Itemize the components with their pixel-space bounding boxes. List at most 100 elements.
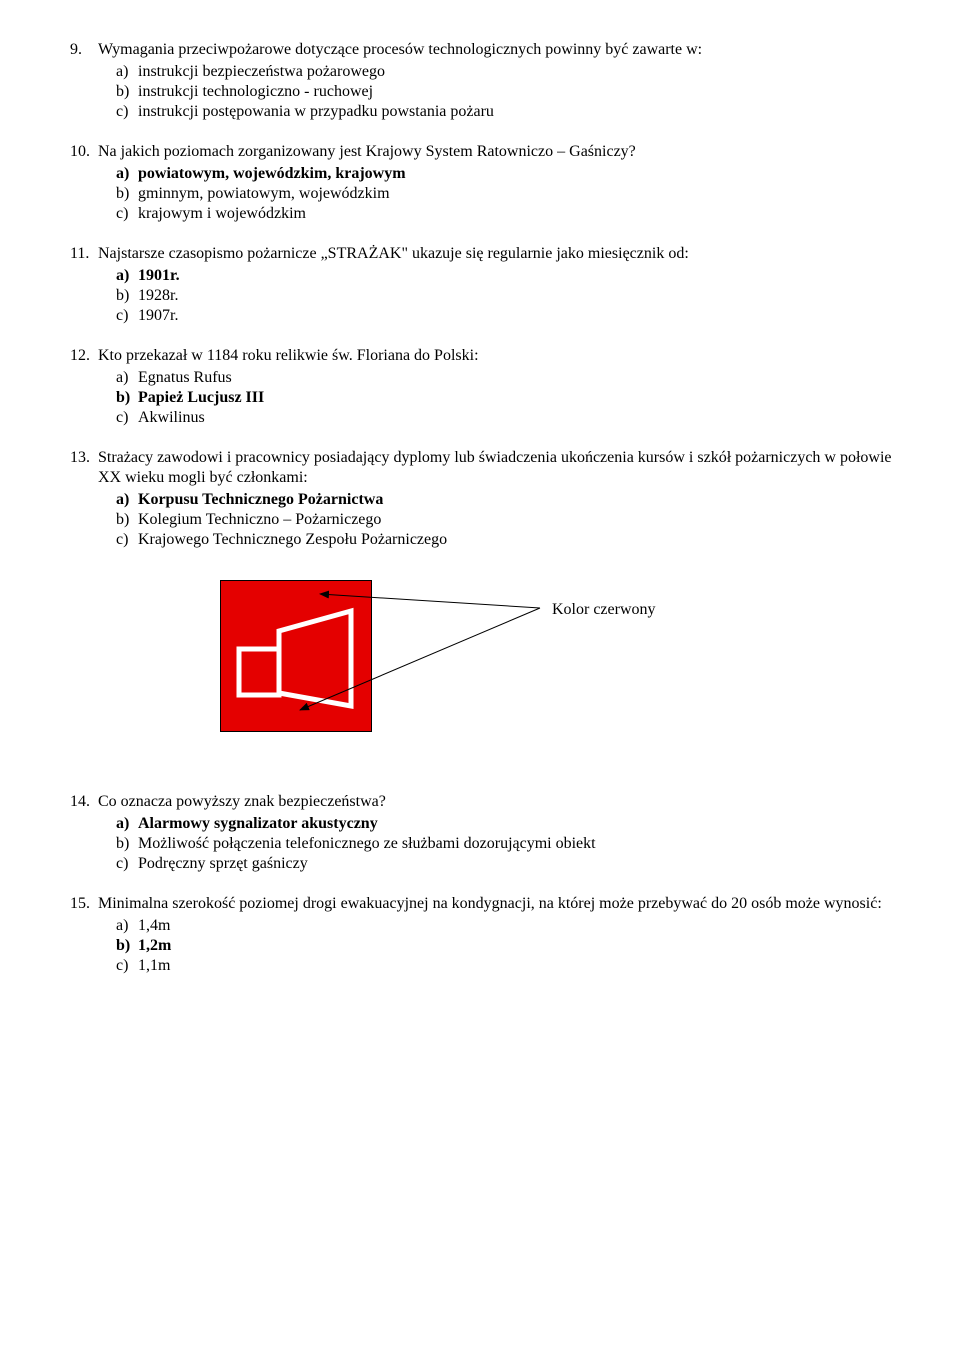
question-14-stem: Co oznacza powyższy znak bezpieczeństwa?	[98, 793, 386, 810]
question-12-body: Kto przekazał w 1184 roku relikwie św. F…	[98, 346, 900, 428]
option-text: 1,4m	[138, 916, 170, 936]
option-text: Możliwość połączenia telefonicznego ze s…	[138, 834, 596, 854]
question-11-option-b: b)1928r.	[116, 286, 900, 306]
question-11-body: Najstarsze czasopismo pożarnicze „STRAŻA…	[98, 244, 900, 326]
option-letter: a)	[116, 62, 138, 82]
option-text: instrukcji bezpieczeństwa pożarowego	[138, 62, 385, 82]
question-12-stem: Kto przekazał w 1184 roku relikwie św. F…	[98, 347, 479, 364]
option-text: Kolegium Techniczno – Pożarniczego	[138, 510, 381, 530]
option-letter: b)	[116, 286, 138, 306]
option-letter: a)	[116, 490, 138, 510]
question-13: 13. Strażacy zawodowi i pracownicy posia…	[70, 448, 900, 550]
option-letter: c)	[116, 530, 138, 550]
question-11-option-a: a)1901r.	[116, 266, 900, 286]
option-text: Papież Lucjusz III	[138, 388, 264, 408]
question-12-option-b: b)Papież Lucjusz III	[116, 388, 900, 408]
question-15-option-c: c)1,1m	[116, 956, 900, 976]
question-13-option-b: b)Kolegium Techniczno – Pożarniczego	[116, 510, 900, 530]
option-text: krajowym i wojewódzkim	[138, 204, 306, 224]
question-13-option-c: c)Krajowego Technicznego Zespołu Pożarni…	[116, 530, 900, 550]
option-text: Alarmowy sygnalizator akustyczny	[138, 814, 378, 834]
question-15-text: 15. Minimalna szerokość poziomej drogi e…	[70, 894, 900, 976]
question-9-options: a)instrukcji bezpieczeństwa pożarowego b…	[98, 62, 900, 122]
question-14-body: Co oznacza powyższy znak bezpieczeństwa?…	[98, 792, 900, 874]
question-15-options: a)1,4m b)1,2m c)1,1m	[98, 916, 900, 976]
question-11-options: a)1901r. b)1928r. c)1907r.	[98, 266, 900, 326]
option-letter: a)	[116, 164, 138, 184]
option-text: Akwilinus	[138, 408, 205, 428]
question-9-option-b: b)instrukcji technologiczno - ruchowej	[116, 82, 900, 102]
option-text: Egnatus Rufus	[138, 368, 232, 388]
question-15-option-b: b)1,2m	[116, 936, 900, 956]
option-text: 1,2m	[138, 936, 171, 956]
question-15-option-a: a)1,4m	[116, 916, 900, 936]
option-letter: c)	[116, 204, 138, 224]
question-9-stem: Wymagania przeciwpożarowe dotyczące proc…	[98, 41, 702, 58]
option-text: 1928r.	[138, 286, 178, 306]
question-15: 15. Minimalna szerokość poziomej drogi e…	[70, 894, 900, 976]
question-11-text: 11. Najstarsze czasopismo pożarnicze „ST…	[70, 244, 900, 326]
question-14-options: a)Alarmowy sygnalizator akustyczny b)Moż…	[98, 814, 900, 874]
safety-sign-diagram: Kolor czerwony	[220, 580, 900, 732]
question-9: 9. Wymagania przeciwpożarowe dotyczące p…	[70, 40, 900, 122]
question-12-number: 12.	[70, 346, 98, 428]
question-10-text: 10. Na jakich poziomach zorganizowany je…	[70, 142, 900, 224]
option-text: instrukcji postępowania w przypadku pows…	[138, 102, 494, 122]
option-letter: b)	[116, 834, 138, 854]
question-10: 10. Na jakich poziomach zorganizowany je…	[70, 142, 900, 224]
arrow-lines	[220, 580, 720, 740]
option-letter: b)	[116, 82, 138, 102]
question-12-options: a)Egnatus Rufus b)Papież Lucjusz III c)A…	[98, 368, 900, 428]
question-12-text: 12. Kto przekazał w 1184 roku relikwie ś…	[70, 346, 900, 428]
question-13-stem: Strażacy zawodowi i pracownicy posiadają…	[98, 449, 892, 486]
option-text: gminnym, powiatowym, wojewódzkim	[138, 184, 390, 204]
question-11-stem: Najstarsze czasopismo pożarnicze „STRAŻA…	[98, 245, 689, 262]
question-10-number: 10.	[70, 142, 98, 224]
question-11-option-c: c)1907r.	[116, 306, 900, 326]
question-12-option-a: a)Egnatus Rufus	[116, 368, 900, 388]
question-13-text: 13. Strażacy zawodowi i pracownicy posia…	[70, 448, 900, 550]
question-11-number: 11.	[70, 244, 98, 326]
option-letter: c)	[116, 854, 138, 874]
question-15-number: 15.	[70, 894, 98, 976]
question-14-option-b: b)Możliwość połączenia telefonicznego ze…	[116, 834, 900, 854]
question-12-option-c: c)Akwilinus	[116, 408, 900, 428]
question-9-option-c: c)instrukcji postępowania w przypadku po…	[116, 102, 900, 122]
question-10-option-b: b)gminnym, powiatowym, wojewódzkim	[116, 184, 900, 204]
question-10-body: Na jakich poziomach zorganizowany jest K…	[98, 142, 900, 224]
option-letter: c)	[116, 306, 138, 326]
question-14-option-c: c)Podręczny sprzęt gaśniczy	[116, 854, 900, 874]
question-14-option-a: a)Alarmowy sygnalizator akustyczny	[116, 814, 900, 834]
option-letter: b)	[116, 510, 138, 530]
option-letter: c)	[116, 956, 138, 976]
question-9-text: 9. Wymagania przeciwpożarowe dotyczące p…	[70, 40, 900, 122]
question-13-options: a)Korpusu Technicznego Pożarnictwa b)Kol…	[98, 490, 900, 550]
question-11: 11. Najstarsze czasopismo pożarnicze „ST…	[70, 244, 900, 326]
option-letter: a)	[116, 266, 138, 286]
question-15-stem: Minimalna szerokość poziomej drogi ewaku…	[98, 895, 882, 912]
question-9-body: Wymagania przeciwpożarowe dotyczące proc…	[98, 40, 900, 122]
question-14-number: 14.	[70, 792, 98, 874]
option-letter: b)	[116, 388, 138, 408]
question-14: 14. Co oznacza powyższy znak bezpieczeńs…	[70, 792, 900, 874]
option-letter: a)	[116, 368, 138, 388]
option-letter: b)	[116, 936, 138, 956]
option-letter: c)	[116, 408, 138, 428]
question-10-options: a)powiatowym, wojewódzkim, krajowym b)gm…	[98, 164, 900, 224]
option-text: instrukcji technologiczno - ruchowej	[138, 82, 373, 102]
question-10-option-c: c)krajowym i wojewódzkim	[116, 204, 900, 224]
option-letter: a)	[116, 916, 138, 936]
question-12: 12. Kto przekazał w 1184 roku relikwie ś…	[70, 346, 900, 428]
option-text: 1901r.	[138, 266, 180, 286]
question-15-body: Minimalna szerokość poziomej drogi ewaku…	[98, 894, 900, 976]
option-text: Korpusu Technicznego Pożarnictwa	[138, 490, 383, 510]
question-9-number: 9.	[70, 40, 98, 122]
question-13-body: Strażacy zawodowi i pracownicy posiadają…	[98, 448, 900, 550]
option-letter: c)	[116, 102, 138, 122]
option-letter: a)	[116, 814, 138, 834]
option-text: powiatowym, wojewódzkim, krajowym	[138, 164, 406, 184]
option-text: 1,1m	[138, 956, 170, 976]
question-13-number: 13.	[70, 448, 98, 550]
option-text: Podręczny sprzęt gaśniczy	[138, 854, 308, 874]
option-text: 1907r.	[138, 306, 178, 326]
